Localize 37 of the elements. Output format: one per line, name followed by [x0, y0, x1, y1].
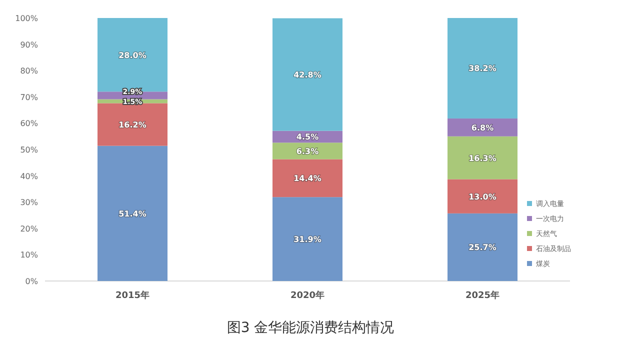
data-label: 16.3% [468, 154, 496, 163]
bar [448, 18, 518, 118]
data-label: 51.4% [118, 209, 146, 218]
bar [98, 146, 168, 281]
y-tick-label: 100% [15, 14, 38, 23]
y-tick-label: 80% [20, 66, 38, 76]
bar [448, 179, 518, 214]
x-tick-label: 2025年 [465, 290, 500, 301]
data-label: 6.8% [471, 123, 494, 132]
data-label: 38.2% [468, 64, 496, 74]
y-tick-label: 60% [20, 119, 38, 128]
text: 图3 金华能源消费结构情况 [226, 320, 394, 336]
bar [272, 18, 342, 131]
x-tick-label: 2020年 [290, 290, 325, 301]
bar [272, 159, 342, 198]
y-tick-label: 0% [25, 277, 38, 286]
y-tick-label: 40% [20, 172, 38, 181]
data-label: 25.7% [468, 243, 496, 252]
data-label: 16.2% [118, 120, 146, 130]
y-tick-label: 20% [20, 224, 38, 234]
bar [272, 197, 342, 281]
x-tick-label: 2015年 [115, 290, 150, 301]
data-label: 4.5% [296, 132, 319, 142]
data-label: 31.9% [294, 235, 322, 244]
data-label: 14.4% [294, 174, 322, 184]
data-label: 42.8% [294, 70, 322, 80]
y-tick-label: 30% [20, 198, 38, 208]
y-tick-label: 90% [20, 40, 38, 50]
bar [98, 103, 168, 146]
y-tick-label: 70% [20, 92, 38, 102]
bar [448, 136, 518, 180]
data-label: 6.3% [296, 146, 319, 156]
y-tick-label: 10% [20, 250, 38, 260]
data-label: 13.0% [468, 192, 496, 202]
data-label: 28.0% [118, 50, 146, 60]
bar [448, 213, 518, 281]
y-tick-label: 50% [20, 146, 38, 154]
